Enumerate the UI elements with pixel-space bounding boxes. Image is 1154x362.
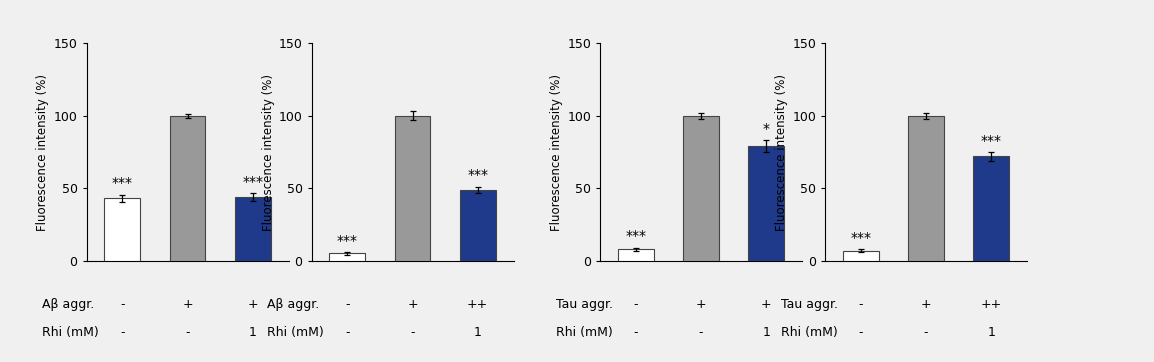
Text: +: + xyxy=(247,298,258,311)
Y-axis label: Fluorescence intensity (%): Fluorescence intensity (%) xyxy=(262,73,275,231)
Bar xyxy=(683,116,719,261)
Text: +: + xyxy=(696,298,706,311)
Y-axis label: Fluorescence intensity (%): Fluorescence intensity (%) xyxy=(37,73,50,231)
Text: -: - xyxy=(120,326,125,339)
Text: -: - xyxy=(634,298,638,311)
Bar xyxy=(330,253,366,261)
Text: Rhi (mM): Rhi (mM) xyxy=(42,326,99,339)
Bar xyxy=(234,197,270,261)
Bar xyxy=(908,116,944,261)
Text: -: - xyxy=(634,326,638,339)
Text: ***: *** xyxy=(337,233,358,248)
Text: -: - xyxy=(411,326,414,339)
Text: ***: *** xyxy=(625,229,646,243)
Text: 1: 1 xyxy=(474,326,481,339)
Text: +: + xyxy=(921,298,931,311)
Text: ***: *** xyxy=(850,231,871,245)
Bar xyxy=(170,116,205,261)
Text: Rhi (mM): Rhi (mM) xyxy=(780,326,838,339)
Text: Tau aggr.: Tau aggr. xyxy=(780,298,838,311)
Text: ***: *** xyxy=(112,176,133,190)
Text: -: - xyxy=(186,326,189,339)
Text: -: - xyxy=(924,326,928,339)
Bar xyxy=(748,146,784,261)
Bar xyxy=(619,249,654,261)
Y-axis label: Fluorescence intensity (%): Fluorescence intensity (%) xyxy=(550,73,563,231)
Text: -: - xyxy=(859,298,863,311)
Text: ++: ++ xyxy=(981,298,1002,311)
Text: -: - xyxy=(699,326,703,339)
Text: 1: 1 xyxy=(988,326,995,339)
Text: ***: *** xyxy=(467,168,488,182)
Text: ***: *** xyxy=(242,175,263,189)
Text: ***: *** xyxy=(981,134,1002,148)
Bar xyxy=(395,116,430,261)
Text: +: + xyxy=(182,298,193,311)
Text: +: + xyxy=(407,298,418,311)
Text: Rhi (mM): Rhi (mM) xyxy=(268,326,324,339)
Text: ++: ++ xyxy=(467,298,488,311)
Text: Aβ aggr.: Aβ aggr. xyxy=(42,298,95,311)
Bar xyxy=(844,251,879,261)
Bar xyxy=(105,198,141,261)
Text: +: + xyxy=(760,298,772,311)
Text: -: - xyxy=(120,298,125,311)
Text: Rhi (mM): Rhi (mM) xyxy=(556,326,613,339)
Text: -: - xyxy=(345,298,350,311)
Text: -: - xyxy=(345,326,350,339)
Bar xyxy=(973,156,1009,261)
Text: -: - xyxy=(859,326,863,339)
Text: Aβ aggr.: Aβ aggr. xyxy=(268,298,320,311)
Text: 1: 1 xyxy=(763,326,770,339)
Text: *: * xyxy=(763,122,770,136)
Text: Tau aggr.: Tau aggr. xyxy=(556,298,613,311)
Y-axis label: Fluorescence intensity (%): Fluorescence intensity (%) xyxy=(775,73,788,231)
Text: 1: 1 xyxy=(249,326,256,339)
Bar xyxy=(459,190,495,261)
